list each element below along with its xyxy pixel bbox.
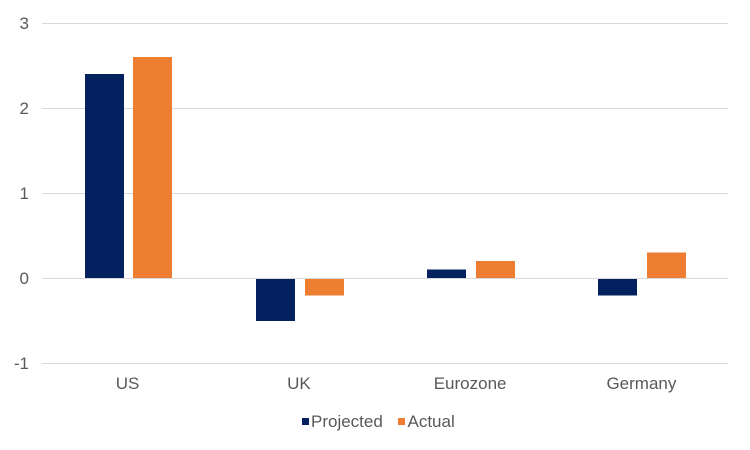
svg-text:UK: UK xyxy=(287,374,311,393)
svg-text:Actual: Actual xyxy=(408,412,455,431)
svg-text:Germany: Germany xyxy=(606,374,676,393)
svg-text:0: 0 xyxy=(20,269,29,288)
svg-text:-1: -1 xyxy=(14,354,29,373)
svg-text:US: US xyxy=(116,374,140,393)
svg-text:1: 1 xyxy=(20,184,29,203)
svg-text:Projected: Projected xyxy=(311,412,383,431)
svg-text:3: 3 xyxy=(20,14,29,33)
svg-text:Eurozone: Eurozone xyxy=(434,374,507,393)
svg-text:2: 2 xyxy=(20,99,29,118)
